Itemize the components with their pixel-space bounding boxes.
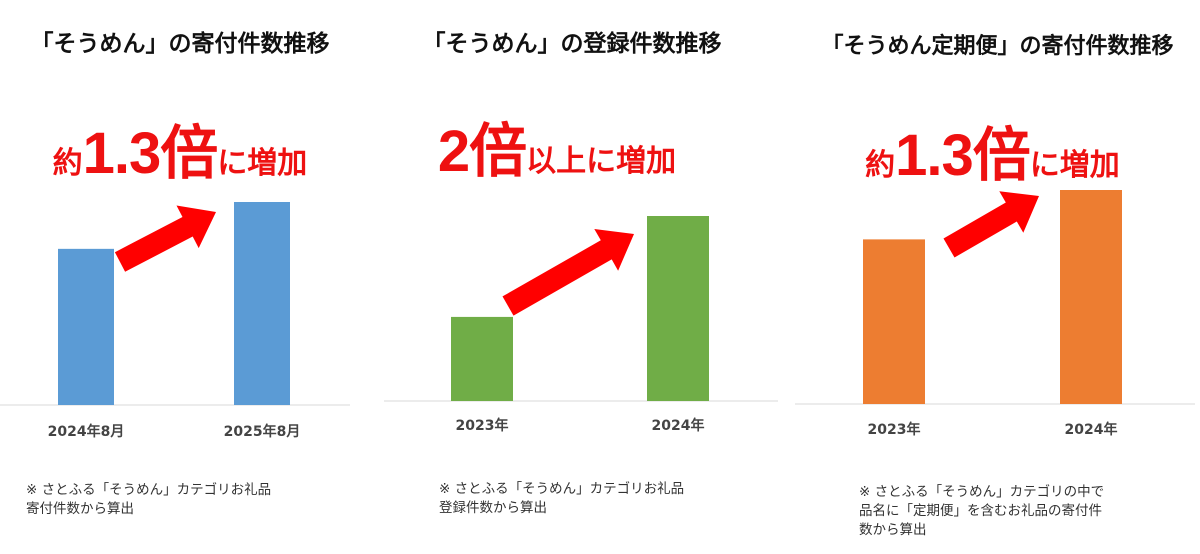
footnote: ※ さとふる「そうめん」カテゴリお礼品 登録件数から算出 — [439, 480, 684, 518]
headline: 約1.3倍に増加 — [0, 106, 360, 190]
footnote-line: 数から算出 — [859, 522, 927, 538]
headline-suffix: に増加 — [217, 146, 308, 181]
x-tick-label: 2024年8月 — [48, 423, 125, 440]
bar-chart-1: 2024年8月 2025年8月 — [0, 202, 350, 440]
headline-prefix: 約 — [865, 148, 896, 183]
bar — [58, 248, 114, 405]
footnote-line: ※ さとふる「そうめん」カテゴリお礼品 — [26, 482, 272, 498]
bar — [1060, 190, 1122, 404]
bar-chart-2: 2023年 2024年 — [384, 216, 778, 434]
chart-title: 「そうめん」の寄付件数推移 — [30, 31, 330, 57]
footnote-line: ※ さとふる「そうめん」カテゴリお礼品 — [439, 481, 685, 497]
headline-suffix: に増加 — [1029, 148, 1120, 183]
chart-panel-3: 「そうめん定期便」の寄付件数推移 約1.3倍に増加 2023年 2024年 ※ さ… — [795, 0, 1200, 554]
x-tick-label: 2023年 — [868, 421, 921, 438]
footnote-line: 品名に「定期便」を含むお礼品の寄付件 — [859, 503, 1102, 519]
headline-multiplier: 1.3倍 — [895, 123, 1031, 188]
footnote: ※ さとふる「そうめん」カテゴリの中で 品名に「定期便」を含むお礼品の寄付件 数… — [859, 483, 1104, 540]
growth-arrow — [114, 205, 216, 272]
headline-multiplier: 1.3倍 — [82, 121, 219, 186]
x-tick-label: 2023年 — [456, 417, 509, 434]
chart-panel-1: 「そうめん」の寄付件数推移 約1.3倍に増加 2024年8月 2025年8月 ※ … — [0, 0, 360, 554]
footnote-line: ※ さとふる「そうめん」カテゴリの中で — [859, 484, 1105, 500]
x-tick-label: 2024年 — [652, 417, 705, 434]
bar — [451, 316, 513, 401]
footnote-line: 寄付件数から算出 — [26, 501, 134, 517]
bar — [234, 202, 290, 405]
bar — [863, 239, 925, 404]
bar-chart-3: 2023年 2024年 — [795, 190, 1195, 438]
bar — [647, 216, 709, 401]
footnote-line: 登録件数から算出 — [439, 500, 547, 516]
headline-prefix: 約 — [52, 146, 83, 181]
x-tick-label: 2024年 — [1065, 421, 1118, 438]
chart-title: 「そうめん」の登録件数推移 — [422, 31, 722, 57]
chart-title: 「そうめん定期便」の寄付件数推移 — [821, 34, 1174, 59]
headline: 2倍以上に増加 — [382, 104, 732, 188]
x-tick-label: 2025年8月 — [224, 423, 301, 440]
headline-multiplier: 2倍 — [437, 119, 527, 184]
chart-panel-2: 「そうめん」の登録件数推移 2倍以上に増加 2023年 2024年 ※ さとふる「… — [382, 0, 782, 554]
growth-arrow — [943, 191, 1039, 258]
headline-suffix: 以上に増加 — [526, 144, 677, 179]
footnote: ※ さとふる「そうめん」カテゴリお礼品 寄付件数から算出 — [26, 481, 271, 519]
headline: 約1.3倍に増加 — [795, 108, 1190, 192]
growth-arrow — [502, 229, 634, 316]
